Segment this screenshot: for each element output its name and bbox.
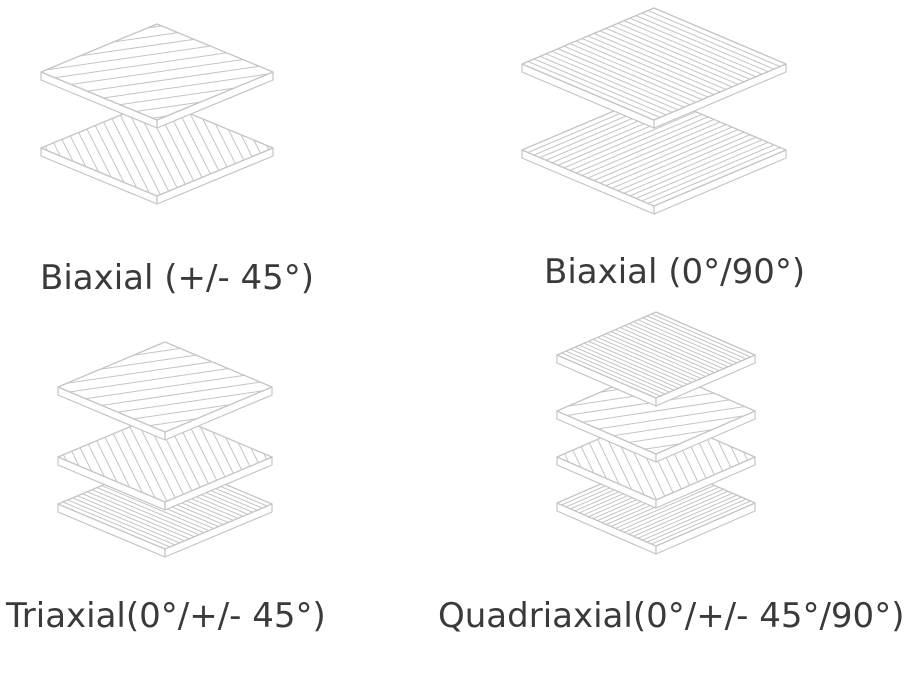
label-biaxial-0-90: Biaxial (0°/90°) — [544, 252, 806, 292]
fabric-layer-diag-a — [40, 23, 274, 129]
fabric-layer-diag-a — [57, 341, 273, 441]
fabric-layer-zero — [556, 311, 756, 407]
fabric-layer-ninety — [521, 93, 787, 215]
label-triaxial: Triaxial(0°/+/- 45°) — [6, 596, 326, 636]
diagram-2 — [521, 7, 787, 215]
label-quadriaxial: Quadriaxial(0°/+/- 45°/90°) — [438, 596, 905, 636]
fabric-layer-zero — [521, 7, 787, 129]
label-biaxial-45: Biaxial (+/- 45°) — [40, 258, 315, 298]
